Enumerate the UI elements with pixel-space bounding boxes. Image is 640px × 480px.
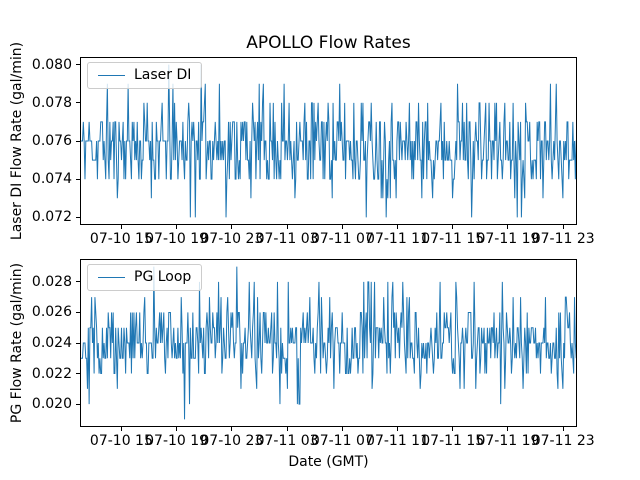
y-tick-mark	[76, 373, 80, 375]
y-tick-mark	[76, 64, 80, 66]
x-tick-label: 07-11 19	[476, 433, 540, 449]
chart-title: APOLLO Flow Rates	[246, 33, 411, 53]
x-tick-mark	[452, 427, 454, 431]
x-tick-mark	[120, 427, 122, 431]
y-tick-mark	[76, 216, 80, 218]
subplot-laser-di: Laser DI	[80, 57, 577, 225]
x-tick-mark	[507, 225, 509, 229]
series-line-pg-loop	[80, 266, 577, 420]
y-tick-label: 0.076	[31, 133, 72, 149]
x-tick-mark	[341, 225, 343, 229]
x-tick-label: 07-11 15	[421, 231, 485, 247]
axes-spines	[80, 57, 577, 225]
x-tick-mark	[507, 427, 509, 431]
x-tick-mark	[176, 427, 178, 431]
x-tick-label: 07-11 07	[310, 231, 374, 247]
x-tick-mark	[452, 225, 454, 229]
legend-label-laser-di: Laser DI	[134, 67, 192, 83]
x-tick-mark	[231, 225, 233, 229]
x-tick-label: 07-10 19	[145, 433, 209, 449]
x-tick-label: 07-10 23	[200, 231, 264, 247]
legend-laser-di: Laser DI	[87, 62, 203, 89]
x-tick-mark	[286, 427, 288, 431]
x-tick-label: 07-11 03	[255, 231, 319, 247]
y-tick-label: 0.024	[31, 335, 72, 351]
x-tick-label: 07-11 11	[366, 231, 429, 247]
y-tick-mark	[76, 281, 80, 283]
pg-loop-plot-area	[80, 259, 577, 427]
x-tick-mark	[286, 225, 288, 229]
x-tick-mark	[176, 225, 178, 229]
y-tick-mark	[76, 178, 80, 180]
legend-line-sample-icon	[98, 277, 125, 278]
x-tick-mark	[341, 427, 343, 431]
y-tick-label: 0.080	[31, 56, 72, 73]
y-tick-label: 0.020	[31, 396, 72, 413]
y-tick-mark	[76, 342, 80, 344]
laser-di-plot-area	[80, 57, 577, 225]
x-tick-label: 07-10 23	[200, 433, 264, 449]
x-tick-label: 07-10 19	[145, 231, 209, 247]
y-tick-mark	[76, 102, 80, 104]
x-tick-label: 07-11 15	[421, 433, 485, 449]
axes-spines	[80, 259, 577, 427]
x-tick-label: 07-11 07	[310, 433, 374, 449]
y-tick-label: 0.026	[31, 304, 72, 321]
y-tick-mark	[76, 140, 80, 142]
y-tick-mark	[76, 403, 80, 405]
legend-label-pg-loop: PG Loop	[134, 269, 192, 285]
x-tick-label: 07-10 15	[89, 231, 153, 247]
y-tick-label: 0.078	[31, 94, 72, 111]
x-tick-label: 07-10 15	[89, 433, 153, 449]
y-tick-label: 0.072	[31, 209, 72, 226]
x-tick-label: 07-11 23	[531, 231, 595, 247]
series-line-laser-di	[80, 64, 577, 218]
y-tick-mark	[76, 311, 80, 313]
x-tick-label: 07-11 11	[366, 433, 429, 449]
x-tick-mark	[397, 225, 399, 229]
x-tick-mark	[231, 427, 233, 431]
x-tick-label: 07-11 23	[531, 433, 595, 449]
x-tick-mark	[562, 427, 564, 431]
y-tick-label: 0.022	[31, 365, 72, 382]
subplot-pg-loop: PG Loop	[80, 259, 577, 427]
legend-pg-loop: PG Loop	[87, 264, 203, 291]
legend-line-sample-icon	[98, 75, 125, 76]
x-axis-label: Date (GMT)	[288, 454, 369, 470]
y-tick-label: 0.074	[31, 171, 72, 188]
x-tick-mark	[120, 225, 122, 229]
x-tick-mark	[562, 225, 564, 229]
x-tick-mark	[397, 427, 399, 431]
x-tick-label: 07-11 19	[476, 231, 540, 247]
y-tick-label: 0.028	[31, 273, 72, 290]
x-tick-label: 07-11 03	[255, 433, 319, 449]
